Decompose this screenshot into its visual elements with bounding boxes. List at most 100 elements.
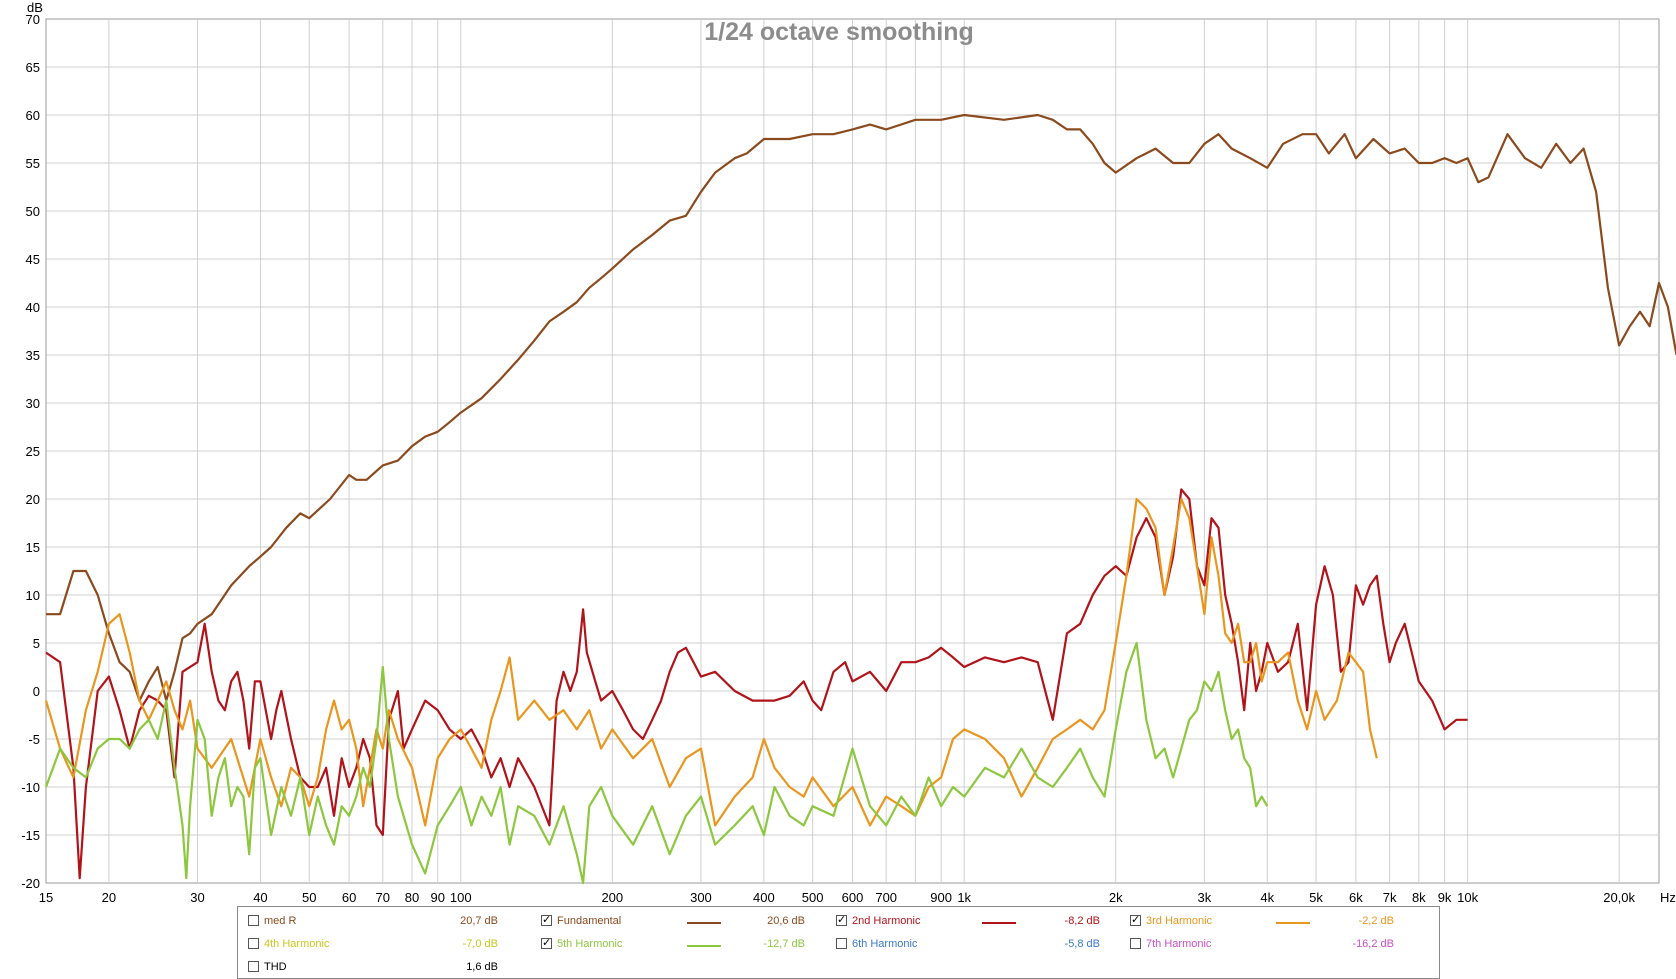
legend-checkbox[interactable]	[248, 915, 259, 926]
legend-value: 1,6 dB	[466, 961, 498, 973]
legend-value: -12,7 dB	[763, 938, 805, 950]
x-tick-label: 50	[302, 890, 316, 905]
legend-checkbox[interactable]: ✓	[836, 914, 847, 926]
legend-value: 20,6 dB	[767, 915, 805, 927]
y-tick-label: -20	[21, 876, 40, 891]
x-axis-unit-label: Hz	[1660, 890, 1676, 905]
legend-value: 20,7 dB	[460, 915, 498, 927]
x-tick-label: 40	[253, 890, 267, 905]
legend-series-name: THD	[264, 961, 287, 973]
legend-checkbox[interactable]: ✓	[541, 914, 552, 926]
y-tick-label: 45	[26, 252, 40, 267]
x-tick-label: 10k	[1457, 890, 1478, 905]
x-tick-label: 80	[405, 890, 419, 905]
legend-series-name: 2nd Harmonic	[852, 915, 921, 927]
y-tick-label: 60	[26, 108, 40, 123]
y-tick-label: 55	[26, 156, 40, 171]
frequency-response-chart: 7065605550454035302520151050-5-10-15-20 …	[21, 0, 1676, 905]
x-tick-label: 400	[753, 890, 775, 905]
grid-lines	[46, 19, 1659, 883]
legend-item: ✓ Fundamental 20,6 dB	[531, 913, 821, 931]
x-tick-label: 500	[802, 890, 824, 905]
y-axis-label: dB	[27, 0, 43, 15]
x-tick-label: 4k	[1260, 890, 1274, 905]
legend-checkbox[interactable]	[248, 961, 259, 972]
legend-row: med R 20,7 dB ✓ Fundamental 20,6 dB ✓ 2nd Harm…	[238, 913, 1438, 931]
y-tick-label: 15	[26, 540, 40, 555]
legend-checkbox[interactable]: ✓	[1130, 914, 1141, 926]
legend-series-name: Fundamental	[557, 915, 622, 927]
legend-series-name: 5th Harmonic	[557, 938, 623, 950]
legend-checkbox[interactable]	[836, 938, 847, 949]
series-line-fundamental	[46, 113, 1676, 702]
legend-panel: med R 20,7 dB ✓ Fundamental 20,6 dB ✓ 2nd Harm…	[237, 906, 1440, 979]
x-tick-label: 700	[875, 890, 897, 905]
y-tick-label: 35	[26, 348, 40, 363]
x-tick-label: 1k	[957, 890, 971, 905]
legend-color-swatch	[1276, 922, 1310, 924]
legend-item: 7th Harmonic -16,2 dB	[1120, 936, 1410, 954]
legend-value: -5,8 dB	[1064, 938, 1100, 950]
y-tick-label: 70	[26, 12, 40, 27]
x-tick-label: 200	[601, 890, 623, 905]
legend-checkbox[interactable]	[248, 938, 259, 949]
legend-row: THD 1,6 dB	[238, 959, 1438, 977]
legend-item: THD 1,6 dB	[238, 959, 528, 977]
legend-series-name: 4th Harmonic	[264, 938, 330, 950]
legend-value: -16,2 dB	[1352, 938, 1394, 950]
series-lines	[44, 113, 1676, 885]
x-tick-label: 5k	[1309, 890, 1323, 905]
x-tick-label: 100	[450, 890, 472, 905]
legend-item: ✓ 3rd Harmonic -2,2 dB	[1120, 913, 1410, 931]
x-tick-label: 20	[102, 890, 116, 905]
y-tick-label: 10	[26, 588, 40, 603]
legend-value: -7,0 dB	[462, 938, 498, 950]
x-axis-tick-labels: 15 20 30 40 50 60 70 80 90 100 200 300 400 500 600 700 9…	[39, 890, 1636, 905]
y-tick-label: 40	[26, 300, 40, 315]
x-tick-label: 6k	[1349, 890, 1363, 905]
legend-series-name: 6th Harmonic	[852, 938, 918, 950]
y-tick-label: 5	[33, 636, 40, 651]
x-tick-label: 300	[690, 890, 712, 905]
legend-item: 6th Harmonic -5,8 dB	[826, 936, 1116, 954]
legend-checkbox[interactable]: ✓	[541, 937, 552, 949]
x-tick-label: 8k	[1412, 890, 1426, 905]
x-tick-label: 2k	[1109, 890, 1123, 905]
x-tick-label: 900	[930, 890, 952, 905]
y-tick-label: 25	[26, 444, 40, 459]
y-tick-label: -15	[21, 828, 40, 843]
legend-series-name: med R	[264, 915, 297, 927]
x-tick-label: 90	[430, 890, 444, 905]
chart-title: 1/24 octave smoothing	[704, 18, 974, 46]
series-line-5th-harmonic	[44, 641, 1269, 885]
x-tick-label: 30	[190, 890, 204, 905]
legend-color-swatch	[982, 922, 1016, 924]
legend-color-swatch	[687, 945, 721, 947]
legend-item: 4th Harmonic -7,0 dB	[238, 936, 528, 954]
legend-item: ✓ 2nd Harmonic -8,2 dB	[826, 913, 1116, 931]
y-tick-label: 50	[26, 204, 40, 219]
legend-series-name: 7th Harmonic	[1146, 938, 1212, 950]
legend-item: ✓ 5th Harmonic -12,7 dB	[531, 936, 821, 954]
x-tick-label: 7k	[1383, 890, 1397, 905]
y-tick-label: -5	[28, 732, 40, 747]
y-tick-label: 30	[26, 396, 40, 411]
y-tick-label: 0	[33, 684, 40, 699]
y-tick-label: -10	[21, 780, 40, 795]
legend-checkbox[interactable]	[1130, 938, 1141, 949]
legend-series-name: 3rd Harmonic	[1146, 915, 1213, 927]
x-tick-label: 60	[342, 890, 356, 905]
legend-value: -8,2 dB	[1064, 915, 1100, 927]
legend-row: 4th Harmonic -7,0 dB ✓ 5th Harmonic -12,7 dB…	[238, 936, 1438, 954]
x-tick-label: 3k	[1198, 890, 1212, 905]
x-tick-label: 70	[376, 890, 390, 905]
x-tick-label: 9k	[1438, 890, 1452, 905]
x-tick-label: 600	[842, 890, 864, 905]
legend-color-swatch	[687, 922, 721, 924]
x-tick-label: 20,0k	[1603, 890, 1635, 905]
y-tick-label: 65	[26, 60, 40, 75]
x-tick-label: 15	[39, 890, 53, 905]
legend-value: -2,2 dB	[1358, 915, 1394, 927]
legend-item: med R 20,7 dB	[238, 913, 528, 931]
